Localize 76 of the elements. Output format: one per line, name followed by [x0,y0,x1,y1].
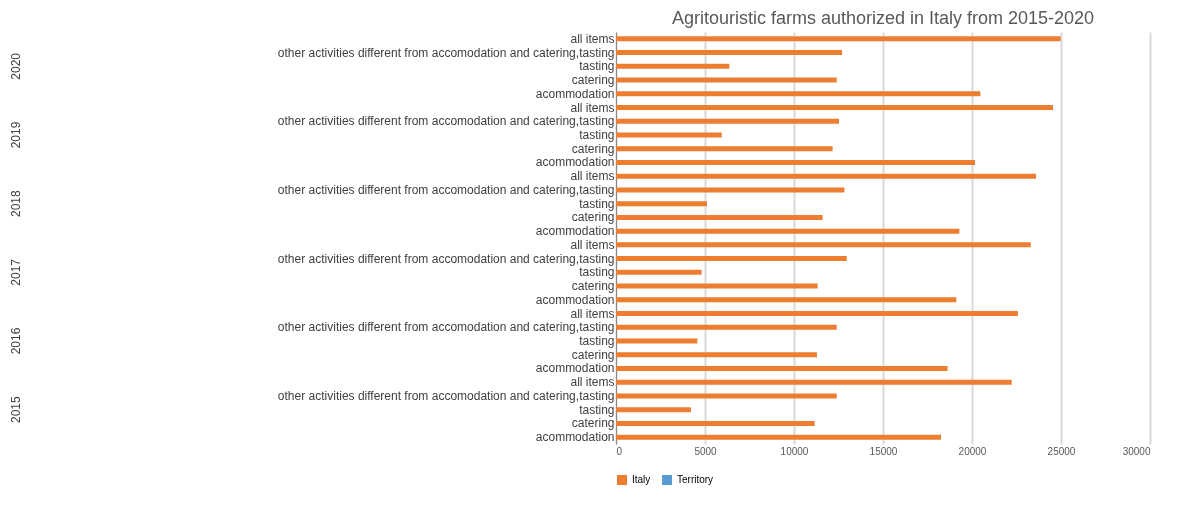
x-tick-label: 5000 [694,445,718,457]
bar [616,420,815,426]
x-tick-label: 30000 [1122,445,1151,457]
bar [616,132,722,138]
y-tick-label: tasting [579,334,615,348]
text: 2016 [9,327,23,355]
bar [616,105,1053,111]
y-tick-label: acommodation [535,292,615,307]
bar [616,297,957,303]
bar [616,214,823,220]
y-tick-label: tasting [579,128,615,142]
x-tick-label: 15000 [869,445,898,457]
x-tick-label: 25000 [1047,445,1076,457]
y-tick-label: tasting [579,59,615,74]
bar [616,338,698,344]
y-tick-label: catering [571,141,615,156]
y-tick-label: catering [571,347,615,362]
bar [616,407,691,413]
y-tick-label: acommodation [535,224,615,239]
y-tick-label: catering [571,279,615,294]
y-tick-label: all items [570,306,615,321]
bar [616,91,981,97]
bar [616,187,845,193]
bar [616,242,1031,248]
y-tick-label: tasting [579,196,615,211]
bar [616,393,837,399]
bar [616,379,1012,385]
bar [616,146,833,152]
bar [616,63,730,69]
bar [616,352,817,358]
x-tick-label: 10000 [780,445,809,457]
y-tick-label: acommodation [535,361,615,376]
y-tick-label: other activities different from accomodation and catering,tasting [277,388,615,403]
text: 2020 [9,52,23,80]
legend-label: Territory [677,474,714,485]
bar [616,256,847,262]
bar [616,311,1018,317]
y-tick-label: acommodation [535,86,615,101]
bar [616,118,840,124]
text: 2019 [9,121,23,149]
bar [616,434,942,440]
y-tick-label: acommodation [535,430,615,445]
y-tick-label: catering [571,416,615,431]
bar [616,324,837,330]
y-tick-label: all items [570,375,615,390]
x-tick-label: 0 [616,445,623,457]
bar [616,269,702,275]
y-tick-label: other activities different from accomodation and catering,tasting [277,45,615,60]
y-tick-label: all items [570,237,615,252]
bar [616,228,960,234]
bar [616,201,707,207]
bar [616,50,843,56]
bar [616,36,1061,42]
bar [616,365,948,371]
y-tick-label: acommodation [535,155,615,170]
legend-label: Italy [632,474,651,485]
bar [616,77,837,83]
y-tick-label: all items [570,31,615,46]
chart-title: Agritouristic farms authorized in Italy from 2015-2020 [671,8,1095,28]
y-tick-label: catering [571,73,615,88]
y-tick-label: other activities different from accomodation and catering,tasting [277,114,615,129]
y-tick-label: catering [571,210,615,225]
y-tick-label: other activities different from accomodation and catering,tasting [277,182,615,197]
text: 2017 [9,258,23,286]
y-tick-label: tasting [579,402,615,417]
bar [616,159,976,165]
y-tick-label: all items [570,100,615,115]
y-tick-label: other activities different from accomodation and catering,tasting [277,320,615,335]
y-tick-label: other activities different from accomodation and catering,tasting [277,251,615,266]
x-tick-label: 20000 [958,445,987,457]
y-tick-label: all items [570,169,615,184]
text: 2015 [9,396,23,424]
bar [616,283,818,289]
bar [616,173,1037,179]
y-tick-label: tasting [579,265,615,280]
text: 2018 [9,190,23,218]
